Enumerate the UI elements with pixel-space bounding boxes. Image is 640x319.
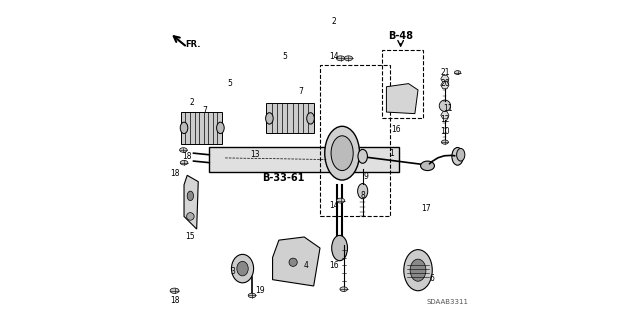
Text: 2: 2 xyxy=(332,18,337,26)
Text: 21: 21 xyxy=(440,68,450,77)
Bar xyxy=(181,112,222,144)
Text: SDAAB3311: SDAAB3311 xyxy=(427,299,468,305)
Ellipse shape xyxy=(187,191,193,201)
Text: 5: 5 xyxy=(227,79,232,88)
Text: 17: 17 xyxy=(421,204,431,213)
Bar xyxy=(209,147,399,172)
Text: 3: 3 xyxy=(230,267,236,276)
Text: B-33-61: B-33-61 xyxy=(262,174,305,183)
Text: B-48: B-48 xyxy=(388,31,413,41)
Text: 16: 16 xyxy=(391,125,401,134)
Text: 18: 18 xyxy=(170,169,180,178)
Ellipse shape xyxy=(439,100,451,111)
Text: FR.: FR. xyxy=(186,40,201,48)
Ellipse shape xyxy=(337,198,345,203)
Polygon shape xyxy=(441,112,449,119)
Text: 1: 1 xyxy=(388,149,394,158)
Text: 19: 19 xyxy=(255,286,265,295)
Ellipse shape xyxy=(248,293,256,298)
Polygon shape xyxy=(441,82,449,89)
Text: 7: 7 xyxy=(299,87,303,96)
Ellipse shape xyxy=(410,259,426,281)
Text: 4: 4 xyxy=(303,261,308,270)
Text: 14: 14 xyxy=(330,52,339,61)
Ellipse shape xyxy=(344,56,353,61)
Text: 7: 7 xyxy=(202,106,207,115)
Polygon shape xyxy=(387,84,418,114)
Ellipse shape xyxy=(170,288,179,293)
Text: 18: 18 xyxy=(182,152,191,161)
Text: 14: 14 xyxy=(330,201,339,210)
Ellipse shape xyxy=(358,183,368,199)
Text: 9: 9 xyxy=(364,172,368,182)
Text: 16: 16 xyxy=(329,261,339,270)
Text: 2: 2 xyxy=(189,98,195,107)
Ellipse shape xyxy=(232,254,253,283)
Text: 18: 18 xyxy=(170,296,180,305)
Polygon shape xyxy=(273,237,320,286)
Ellipse shape xyxy=(266,113,273,124)
Ellipse shape xyxy=(180,160,188,165)
Ellipse shape xyxy=(420,161,435,171)
Text: 6: 6 xyxy=(430,274,435,283)
Ellipse shape xyxy=(452,147,463,165)
Text: 5: 5 xyxy=(283,52,287,61)
Polygon shape xyxy=(184,175,198,229)
Ellipse shape xyxy=(331,136,353,171)
Ellipse shape xyxy=(289,258,297,266)
Ellipse shape xyxy=(454,70,461,74)
Text: 12: 12 xyxy=(440,115,450,124)
Ellipse shape xyxy=(186,213,194,220)
Text: 8: 8 xyxy=(360,191,365,200)
Bar xyxy=(266,103,314,133)
Ellipse shape xyxy=(180,148,187,152)
Text: 13: 13 xyxy=(250,150,260,159)
Text: 11: 11 xyxy=(444,104,453,113)
Ellipse shape xyxy=(180,122,188,134)
Text: 20: 20 xyxy=(440,79,450,88)
Text: 10: 10 xyxy=(440,127,450,136)
Ellipse shape xyxy=(332,235,348,261)
Polygon shape xyxy=(441,75,449,82)
Ellipse shape xyxy=(340,287,348,292)
Ellipse shape xyxy=(324,126,360,180)
Ellipse shape xyxy=(216,122,224,134)
Ellipse shape xyxy=(358,149,367,163)
Ellipse shape xyxy=(337,56,345,61)
Text: 15: 15 xyxy=(186,233,195,241)
Bar xyxy=(320,65,390,216)
Ellipse shape xyxy=(442,140,449,144)
Ellipse shape xyxy=(404,250,432,291)
Ellipse shape xyxy=(307,113,314,124)
Ellipse shape xyxy=(456,148,465,161)
Bar xyxy=(381,50,423,118)
Ellipse shape xyxy=(237,261,248,276)
